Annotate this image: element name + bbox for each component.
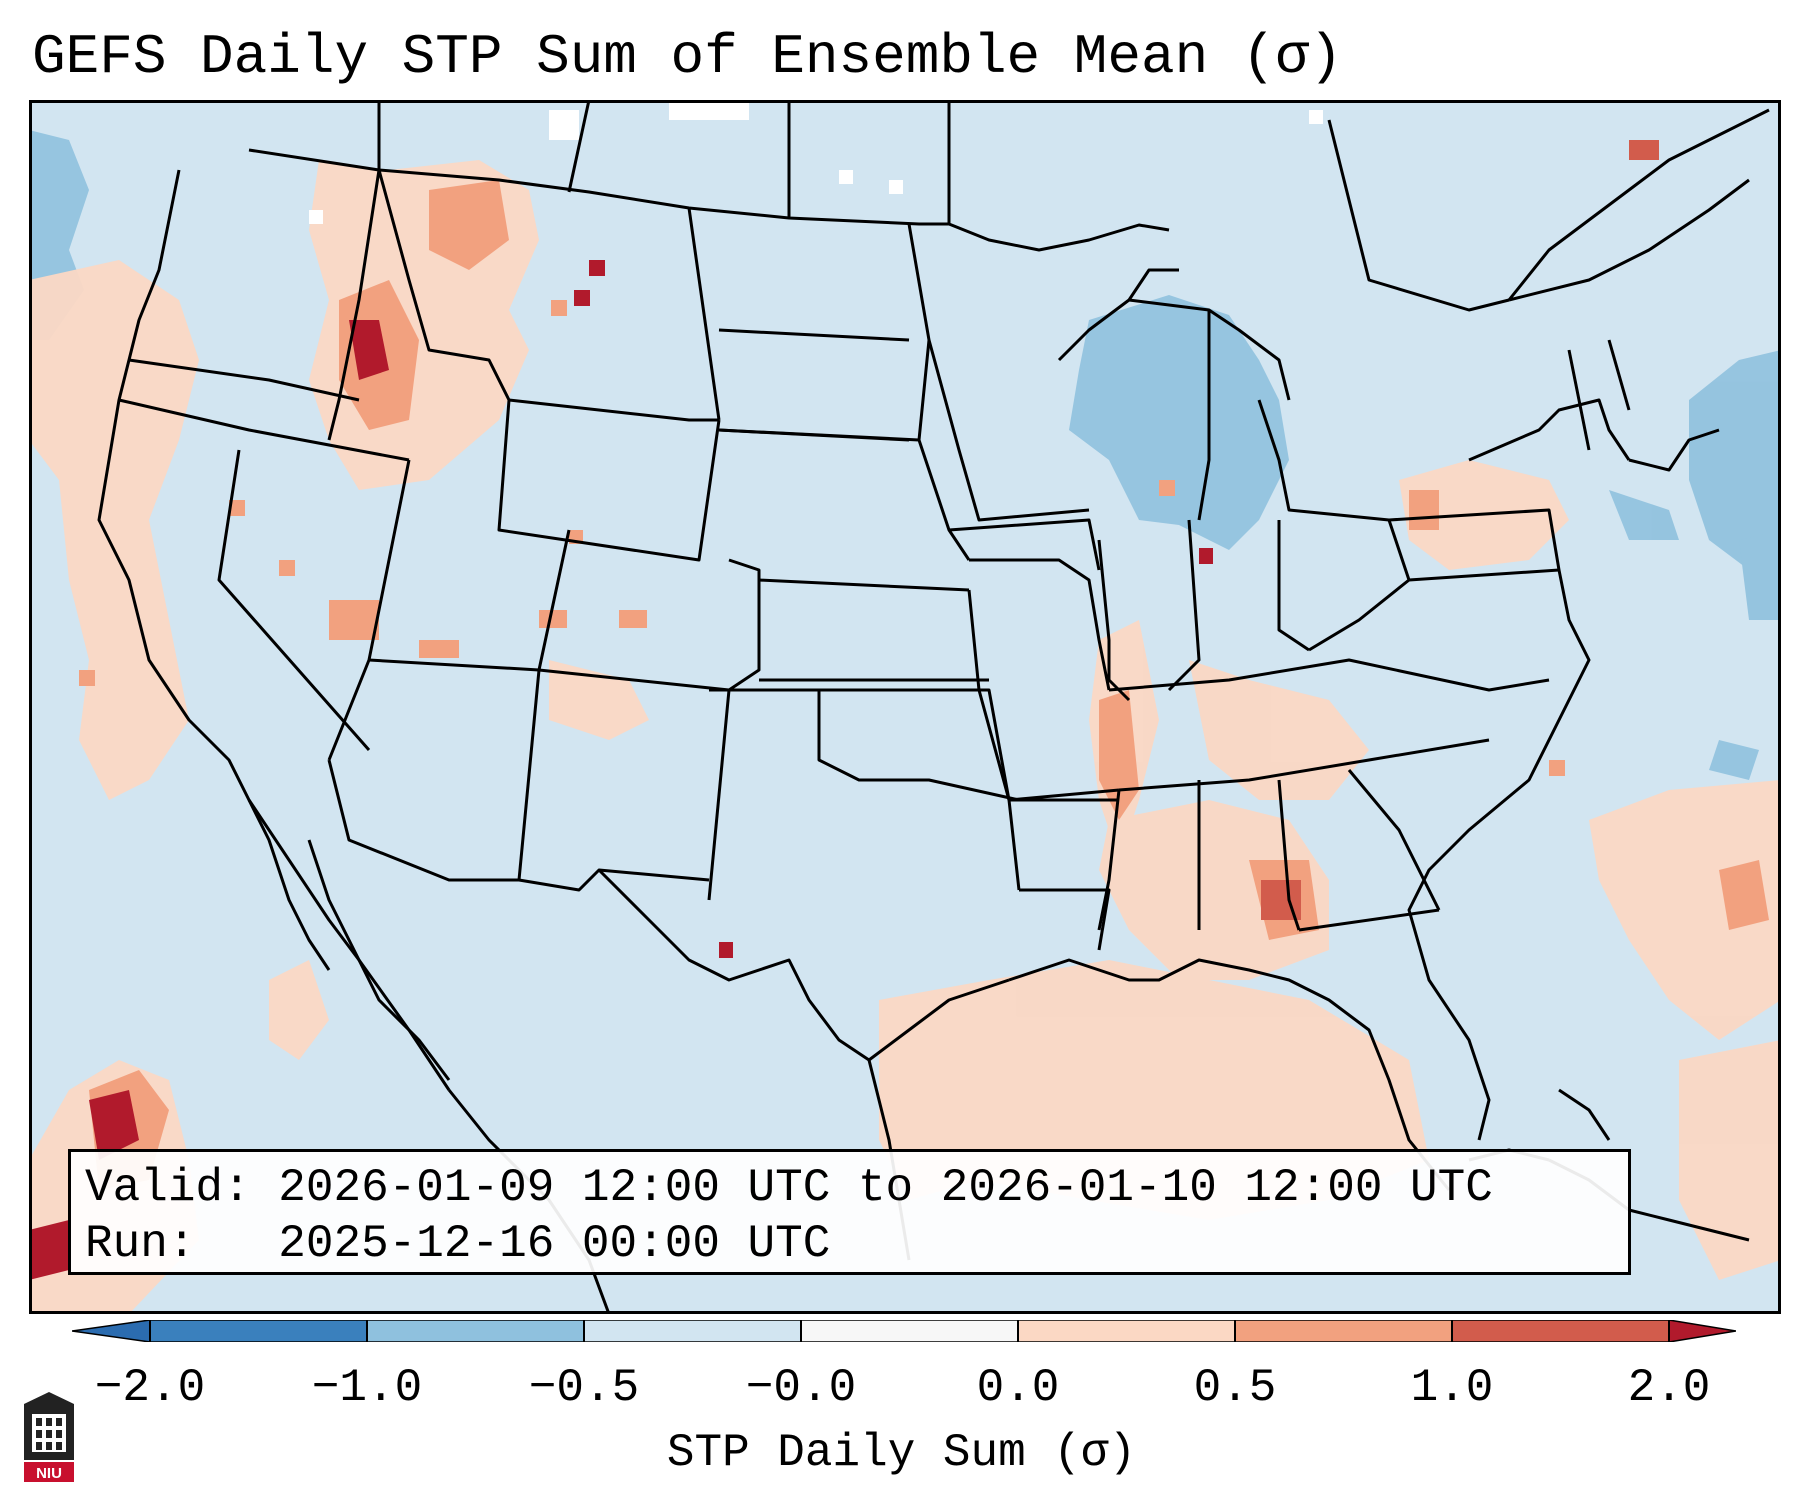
- valid-row: Valid: 2026-01-09 12:00 UTC to 2026-01-1…: [85, 1160, 1614, 1216]
- colorbar-extend-high: [1669, 1320, 1736, 1342]
- colorbar-tick-label: 0.0: [976, 1362, 1060, 1414]
- colorbar-tick-label: −0.0: [745, 1362, 857, 1414]
- positive-anomaly-regions-high: [29, 140, 1659, 1280]
- colorbar-bin-4: [801, 1320, 1018, 1342]
- run-label: Run:: [85, 1218, 196, 1270]
- colorbar-bin-3: [584, 1320, 801, 1342]
- map-panel: [29, 100, 1781, 1314]
- colorbar-label: STP Daily Sum (σ): [666, 1427, 1137, 1479]
- colorbar-bin-6: [1235, 1320, 1452, 1342]
- map-title: GEFS Daily STP Sum of Ensemble Mean (σ): [32, 25, 1343, 89]
- valid-time-range: 2026-01-09 12:00 UTC to 2026-01-10 12:00…: [278, 1162, 1493, 1214]
- colorbar-bin-5: [1018, 1320, 1235, 1342]
- colorbar-tick-label: −0.5: [528, 1362, 640, 1414]
- scattered-anomaly-cells: [79, 260, 1565, 776]
- state-boundaries: [97, 100, 1770, 1314]
- colorbar-tick-label: −2.0: [94, 1362, 206, 1414]
- logo-text: NIU: [36, 1465, 62, 1482]
- valid-run-info-box: Valid: 2026-01-09 12:00 UTC to 2026-01-1…: [68, 1149, 1631, 1275]
- colorbar-tick-label: 0.5: [1193, 1362, 1277, 1414]
- university-seal-icon: NIU: [24, 1392, 74, 1482]
- colorbar-bin-2: [367, 1320, 584, 1342]
- run-row: Run: 2025-12-16 00:00 UTC: [85, 1216, 1614, 1272]
- colorbar-tick-label: 2.0: [1627, 1362, 1711, 1414]
- colorbar-extend-low: [72, 1320, 150, 1342]
- colorbar-bin-1: [150, 1320, 367, 1342]
- colorbar-tick-label: −1.0: [311, 1362, 423, 1414]
- valid-label: Valid:: [85, 1162, 251, 1214]
- colorbar: [72, 1320, 1736, 1342]
- map-border: [29, 100, 1781, 1314]
- run-time: 2025-12-16 00:00 UTC: [278, 1218, 831, 1270]
- colorbar-tick-label: 1.0: [1410, 1362, 1494, 1414]
- colorbar-bin-7: [1452, 1320, 1669, 1342]
- neutral-cells: [309, 100, 1323, 224]
